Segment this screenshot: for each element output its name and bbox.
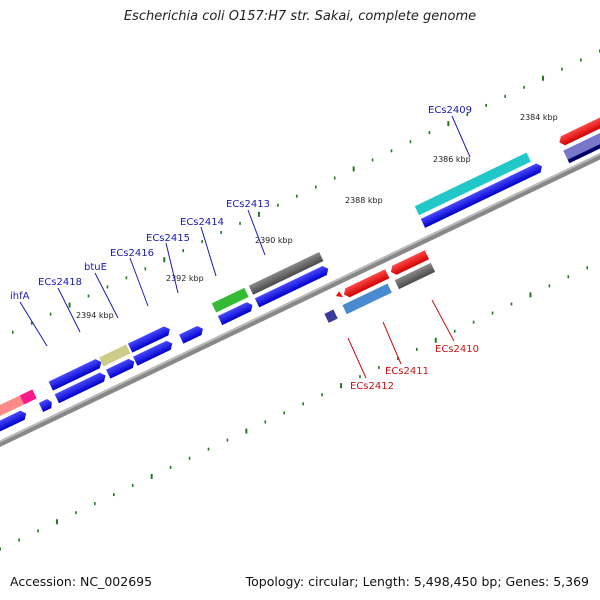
- kbp-axis-labels: 2384 kbp 2386 kbp 2388 kbp 2390 kbp 2392…: [76, 113, 558, 320]
- genome-summary-text: Topology: circular; Length: 5,498,450 bp…: [245, 574, 589, 589]
- gene-label[interactable]: btuE: [84, 262, 107, 273]
- tick-marks: [0, 49, 600, 551]
- gene-label[interactable]: ECs2412: [350, 381, 394, 392]
- gene-block[interactable]: [563, 124, 600, 160]
- gene-block[interactable]: [19, 389, 37, 405]
- gene-arrow[interactable]: [133, 339, 174, 366]
- gene-arrow[interactable]: [179, 324, 205, 344]
- forward-gene-labels: ECs2409 ECs2413 ECs2414 ECs2415 ECs2416 …: [10, 105, 472, 347]
- gene-arrow[interactable]: [127, 325, 172, 353]
- gene-block[interactable]: [0, 395, 25, 427]
- gene-label[interactable]: ECs2409: [428, 105, 472, 116]
- genome-backbone: [0, 115, 600, 485]
- gene-arrow[interactable]: [254, 264, 331, 308]
- gene-label[interactable]: ECs2418: [38, 277, 82, 288]
- gene-label[interactable]: ECs2411: [385, 366, 429, 377]
- gene-label[interactable]: ECs2413: [226, 199, 270, 210]
- kbp-label: 2384 kbp: [520, 113, 558, 122]
- gene-label[interactable]: ihfA: [10, 291, 30, 302]
- gene-label[interactable]: ECs2416: [110, 248, 154, 259]
- gene-arrow[interactable]: [54, 371, 108, 404]
- reverse-strand-genes: [324, 250, 436, 323]
- gene-arrow-ECs2410[interactable]: [389, 250, 430, 276]
- gene-block-ECs2412[interactable]: [324, 309, 338, 323]
- gene-arrow[interactable]: [335, 291, 343, 300]
- gene-arrow[interactable]: [38, 398, 54, 412]
- gene-block[interactable]: [394, 262, 436, 290]
- gene-block-btuE[interactable]: [99, 344, 131, 367]
- map-title: Escherichia coli O157:H7 str. Sakai, com…: [123, 9, 477, 24]
- reverse-gene-labels: ECs2410 ECs2411 ECs2412: [347, 299, 479, 392]
- gene-block-ECs2414[interactable]: [211, 287, 249, 313]
- gene-arrow-ECs2411[interactable]: [342, 269, 390, 299]
- kbp-label: 2390 kbp: [255, 236, 293, 245]
- gene-label[interactable]: ECs2415: [146, 233, 190, 244]
- forward-strand-genes: [0, 112, 600, 440]
- gene-arrow[interactable]: [48, 357, 104, 391]
- gene-block-ECs2409[interactable]: [414, 152, 531, 216]
- accession-text: Accession: NC_002695: [10, 574, 153, 589]
- gene-arrow[interactable]: [557, 112, 600, 147]
- kbp-label: 2392 kbp: [166, 274, 204, 283]
- kbp-label: 2388 kbp: [345, 196, 383, 205]
- gene-arrow[interactable]: [106, 357, 136, 379]
- kbp-label: 2394 kbp: [76, 311, 114, 320]
- kbp-label: 2386 kbp: [433, 155, 471, 164]
- gene-block-ECs2413[interactable]: [248, 252, 324, 295]
- gene-label[interactable]: ECs2414: [180, 217, 224, 228]
- gene-arrow[interactable]: [217, 301, 255, 326]
- gene-block[interactable]: [342, 283, 392, 315]
- gene-arrow[interactable]: [420, 162, 544, 228]
- gene-label[interactable]: ECs2410: [435, 344, 479, 355]
- gene-arrow[interactable]: [0, 409, 28, 440]
